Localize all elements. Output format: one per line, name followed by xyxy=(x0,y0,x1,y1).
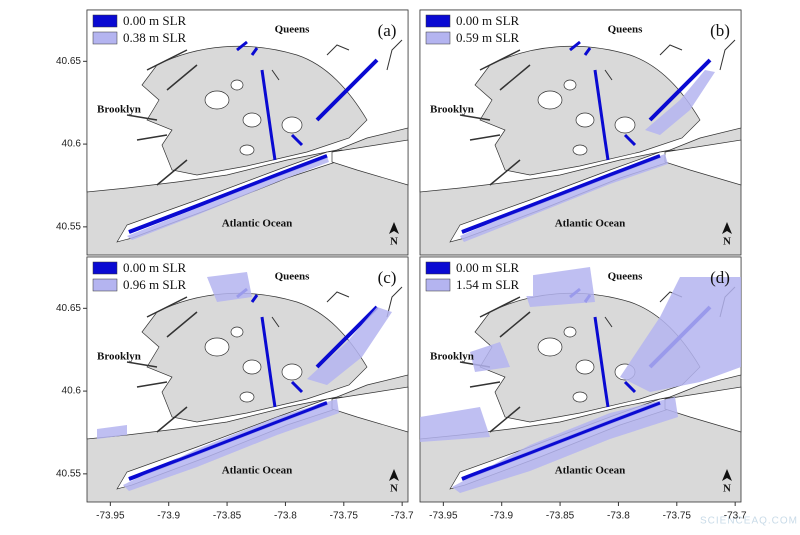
place-label: Brooklyn xyxy=(430,104,474,116)
lon-tick-label: -73.95 xyxy=(96,511,125,522)
flood-area xyxy=(520,267,595,307)
legend-swatch xyxy=(425,31,451,45)
place-label: Brooklyn xyxy=(430,351,474,363)
lon-tick-label: -73.8 xyxy=(274,511,297,522)
watermark: SCIENCEAQ.COM xyxy=(700,516,798,527)
place-label: Atlantic Ocean xyxy=(555,465,626,477)
legend-label: 0.00 m SLR xyxy=(123,13,187,28)
north-label: N xyxy=(723,236,731,248)
flood-area xyxy=(452,397,678,493)
lon-tick-label: -73.95 xyxy=(429,511,458,522)
legend-swatch xyxy=(425,278,451,292)
lon-tick-label: -73.75 xyxy=(663,511,692,522)
flood-area xyxy=(97,425,127,439)
north-label: N xyxy=(390,483,398,495)
legend-label: 0.00 m SLR xyxy=(123,260,187,275)
place-label: Queens xyxy=(608,24,644,36)
legend-swatch xyxy=(92,278,118,292)
north-arrow xyxy=(722,222,732,234)
flood-area xyxy=(307,307,392,385)
flood-area xyxy=(620,277,741,392)
lon-tick-label: -73.85 xyxy=(213,511,242,522)
flood-area xyxy=(460,154,668,242)
panel-label: (c) xyxy=(378,268,397,287)
flood-area xyxy=(207,272,252,302)
flood-area xyxy=(461,154,661,234)
legend-swatch xyxy=(425,14,451,28)
north-arrow xyxy=(389,469,399,481)
place-label: Atlantic Ocean xyxy=(222,218,293,230)
lon-tick-label: -73.85 xyxy=(546,511,575,522)
map-panel: (c) Queens Brooklyn Atlantic Ocean N 0.00 m S… xyxy=(56,255,414,522)
lat-tick-label: 40.65 xyxy=(56,303,81,314)
lat-tick-label: 40.6 xyxy=(62,386,82,397)
place-label: Queens xyxy=(275,271,311,283)
lon-tick-label: -73.8 xyxy=(607,511,630,522)
place-label: Atlantic Ocean xyxy=(555,218,626,230)
flood-area xyxy=(470,342,510,372)
lat-tick-label: 40.6 xyxy=(62,139,82,150)
lon-tick-label: -73.9 xyxy=(157,511,180,522)
legend-label: 0.59 m SLR xyxy=(456,30,520,45)
legend-swatch xyxy=(92,14,118,28)
lat-tick-label: 40.55 xyxy=(56,468,81,479)
map-panel: (b) Queens Brooklyn Atlantic Ocean N 0.00 m S… xyxy=(418,8,743,257)
panel-label: (a) xyxy=(378,21,397,40)
legend-label: 0.38 m SLR xyxy=(123,30,187,45)
lon-tick-label: -73.9 xyxy=(490,511,513,522)
map-panel: (d) Queens Brooklyn Atlantic Ocean N 0.00 m S… xyxy=(418,255,747,522)
lon-tick-label: -73.7 xyxy=(724,511,747,522)
flood-area xyxy=(123,399,339,491)
place-label: Brooklyn xyxy=(97,104,141,116)
place-label: Queens xyxy=(275,24,311,36)
legend-swatch xyxy=(425,261,451,275)
north-label: N xyxy=(390,236,398,248)
lat-tick-label: 40.55 xyxy=(56,221,81,232)
flood-area xyxy=(127,156,329,240)
legend-label: 0.00 m SLR xyxy=(456,13,520,28)
lon-tick-label: -73.75 xyxy=(330,511,359,522)
place-label: Brooklyn xyxy=(97,351,141,363)
panel-label: (b) xyxy=(710,21,730,40)
flood-area xyxy=(420,407,490,442)
place-label: Atlantic Ocean xyxy=(222,465,293,477)
legend-swatch xyxy=(92,31,118,45)
place-label: Queens xyxy=(608,271,644,283)
map-panel: (a) Queens Brooklyn Atlantic Ocean N 0.00 m S… xyxy=(56,8,410,257)
north-arrow xyxy=(722,469,732,481)
legend-label: 1.54 m SLR xyxy=(456,277,520,292)
flood-area xyxy=(128,401,328,481)
flood-area xyxy=(645,70,715,135)
legend-label: 0.00 m SLR xyxy=(456,260,520,275)
flood-area xyxy=(128,154,328,234)
lat-tick-label: 40.65 xyxy=(56,56,81,67)
lon-tick-label: -73.7 xyxy=(391,511,414,522)
legend-label: 0.96 m SLR xyxy=(123,277,187,292)
legend-swatch xyxy=(92,261,118,275)
north-label: N xyxy=(723,483,731,495)
panel-label: (d) xyxy=(710,268,730,287)
flood-area xyxy=(461,401,661,481)
north-arrow xyxy=(389,222,399,234)
